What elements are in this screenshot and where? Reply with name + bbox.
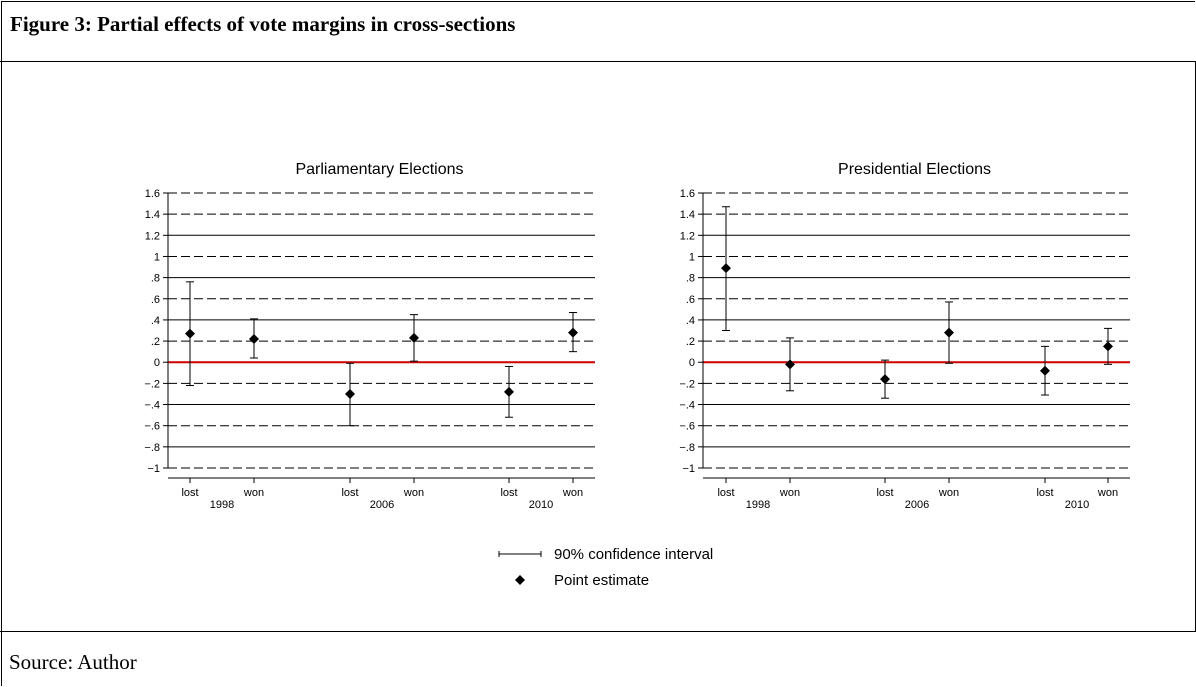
panel1-group-label: 2010	[529, 499, 553, 511]
panel2-group-label: 1998	[746, 499, 770, 511]
panel2-y-tick-label: .8	[686, 273, 695, 285]
panel2-point-estimate	[944, 327, 954, 338]
panel2-title: Presidential Elections	[838, 161, 991, 178]
panel1-y-tick-label: 1.6	[145, 188, 160, 200]
panel1-point-estimate	[185, 328, 195, 339]
panel2-x-tick-label: won	[1097, 487, 1118, 499]
figure-title: Figure 3: Partial effects of vote margin…	[10, 12, 516, 36]
panel2-x-tick-label: won	[938, 487, 959, 499]
panel1-y-tick-label: −1	[147, 463, 160, 475]
panel1-point-estimate	[504, 386, 514, 397]
legend-point-label: Point estimate	[554, 572, 649, 589]
panel2-x-tick-label: lost	[1036, 487, 1053, 499]
legend-ci-label: 90% confidence interval	[554, 546, 713, 563]
panel1-y-tick-label: .2	[151, 336, 160, 348]
panel1-y-tick-label: −.8	[144, 442, 160, 454]
panel2-y-tick-label: −.6	[679, 421, 695, 433]
panel1-x-tick-label: won	[562, 487, 583, 499]
panel1-x-tick-label: lost	[500, 487, 517, 499]
panel1-y-tick-label: .4	[151, 315, 160, 327]
panel2-y-tick-label: .6	[686, 294, 695, 306]
panel2-y-tick-label: 1.6	[680, 188, 695, 200]
panel2-point-estimate	[1103, 341, 1113, 352]
panel1-point-estimate	[409, 332, 419, 343]
panel1-point-estimate	[249, 333, 259, 344]
plot-area: Parliamentary Elections −1 −.8 −.6 −.4 −.2 0 .2…	[0, 62, 1196, 632]
panel1-point-estimate	[345, 388, 355, 399]
source-divider	[0, 631, 1196, 632]
panel2-y-tick-label: 1	[689, 251, 695, 263]
panel1-x-tick-label: lost	[341, 487, 358, 499]
panel1-title: Parliamentary Elections	[295, 161, 463, 178]
panel2-point-estimate	[880, 374, 890, 385]
panel1-y-tick-label: −.4	[144, 400, 160, 412]
figure-source: Source: Author	[9, 650, 137, 674]
panel1-y-tick-label: 1.4	[145, 209, 160, 221]
panel2-y-tick-label: −.2	[679, 378, 695, 390]
panel1-group-label: 2006	[370, 499, 394, 511]
panel1-x-tick-label: won	[403, 487, 424, 499]
panel2-point-estimate	[721, 263, 731, 274]
panel2-y-tick-label: −.4	[679, 400, 695, 412]
panel2-y-tick-label: .4	[686, 315, 695, 327]
panel1-x-tick-label: won	[243, 487, 264, 499]
panel2-y-tick-label: 1.2	[680, 230, 695, 242]
panel2-y-tick-label: 0	[689, 357, 695, 369]
panel2-x-tick-label: lost	[717, 487, 734, 499]
panel1-y-tick-label: 0	[154, 357, 160, 369]
panel1-y-tick-label: 1	[154, 251, 160, 263]
panel2-y-tick-label: .2	[686, 336, 695, 348]
panel1-group-label: 1998	[210, 499, 234, 511]
legend-point-marker	[515, 575, 525, 585]
panel2-y-tick-label: −.8	[679, 442, 695, 454]
panel2-x-tick-label: won	[779, 487, 800, 499]
panel1-x-tick-label: lost	[181, 487, 198, 499]
panel2-x-tick-label: lost	[876, 487, 893, 499]
panel2-y-tick-label: −1	[682, 463, 695, 475]
panel1-y-tick-label: −.2	[144, 378, 160, 390]
panel2-point-estimate	[1040, 365, 1050, 376]
panel1-point-estimate	[568, 327, 578, 338]
panel2-point-estimate	[785, 359, 795, 370]
panel1-y-tick-label: .8	[151, 273, 160, 285]
panel2-group-label: 2010	[1065, 499, 1089, 511]
panel1-y-tick-label: −.6	[144, 421, 160, 433]
panel1-y-tick-label: 1.2	[145, 230, 160, 242]
chart-canvas: Parliamentary Elections −1 −.8 −.6 −.4 −.2 0 .2…	[144, 161, 1130, 589]
panel2-group-label: 2006	[905, 499, 929, 511]
panel1-y-tick-label: .6	[151, 294, 160, 306]
title-divider	[0, 61, 1196, 62]
panel2-y-tick-label: 1.4	[680, 209, 695, 221]
